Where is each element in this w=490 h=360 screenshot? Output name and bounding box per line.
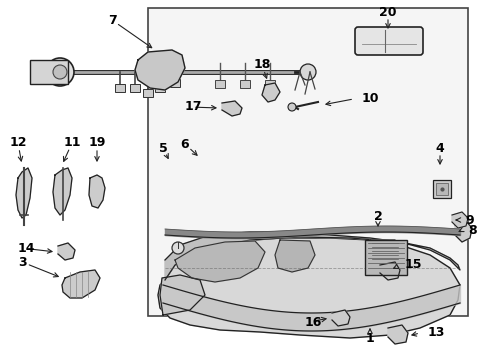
Bar xyxy=(170,79,180,87)
Text: 19: 19 xyxy=(88,136,106,149)
Bar xyxy=(265,80,275,88)
Circle shape xyxy=(300,64,316,80)
Text: 5: 5 xyxy=(159,141,168,154)
Bar xyxy=(115,84,125,92)
Text: 4: 4 xyxy=(436,141,444,154)
Text: 9: 9 xyxy=(465,213,474,226)
Polygon shape xyxy=(222,101,242,116)
Circle shape xyxy=(172,242,184,254)
Polygon shape xyxy=(53,168,72,215)
Polygon shape xyxy=(368,240,400,268)
Polygon shape xyxy=(455,220,472,242)
Bar xyxy=(155,84,165,92)
Text: 8: 8 xyxy=(468,224,477,237)
Circle shape xyxy=(53,65,67,79)
Text: 2: 2 xyxy=(374,210,382,222)
Bar xyxy=(30,60,68,84)
Text: 7: 7 xyxy=(108,13,117,27)
Polygon shape xyxy=(275,240,315,272)
FancyBboxPatch shape xyxy=(355,27,423,55)
Polygon shape xyxy=(58,243,75,260)
Polygon shape xyxy=(62,270,100,298)
Text: 15: 15 xyxy=(405,258,422,271)
Text: 16: 16 xyxy=(305,315,322,328)
Polygon shape xyxy=(135,50,185,90)
Polygon shape xyxy=(16,168,32,218)
Text: 20: 20 xyxy=(379,5,397,18)
Polygon shape xyxy=(158,238,460,338)
Bar xyxy=(130,84,140,92)
Bar xyxy=(215,80,225,88)
Bar xyxy=(433,180,451,198)
Polygon shape xyxy=(175,241,265,282)
Polygon shape xyxy=(165,232,460,280)
Polygon shape xyxy=(160,275,205,315)
Polygon shape xyxy=(332,310,350,326)
Text: 11: 11 xyxy=(63,136,81,149)
Text: 18: 18 xyxy=(253,58,270,72)
Polygon shape xyxy=(262,83,280,102)
Text: 17: 17 xyxy=(185,100,202,113)
Text: 12: 12 xyxy=(9,136,27,149)
Circle shape xyxy=(288,103,296,111)
Bar xyxy=(436,183,448,195)
Text: 14: 14 xyxy=(18,242,35,255)
Bar xyxy=(240,80,250,88)
Polygon shape xyxy=(380,262,400,280)
Text: 10: 10 xyxy=(362,91,379,104)
Polygon shape xyxy=(388,325,408,344)
Bar xyxy=(365,240,407,275)
Circle shape xyxy=(46,58,74,86)
Text: 6: 6 xyxy=(181,138,189,150)
Text: 3: 3 xyxy=(18,256,26,269)
Polygon shape xyxy=(452,212,468,228)
Text: 1: 1 xyxy=(366,332,374,345)
Bar xyxy=(143,89,153,97)
Bar xyxy=(148,8,468,316)
Text: 13: 13 xyxy=(428,325,445,338)
Polygon shape xyxy=(89,175,105,208)
